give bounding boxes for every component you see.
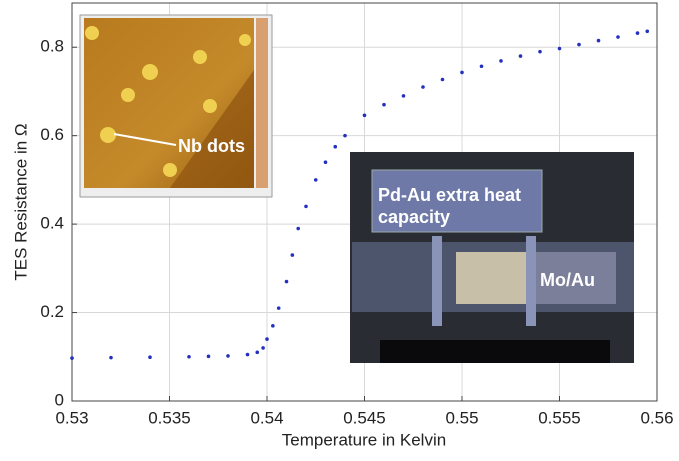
x-axis-label: Temperature in Kelvin: [282, 430, 446, 449]
x-tick-label: 0.535: [148, 408, 191, 427]
data-point: [479, 64, 484, 69]
data-point: [577, 42, 581, 47]
data-point: [70, 356, 74, 360]
data-point: [518, 54, 523, 58]
x-tick-label: 0.53: [55, 408, 88, 427]
data-point: [421, 85, 425, 89]
data-point: [276, 306, 281, 310]
x-tick-label: 0.56: [640, 408, 673, 427]
data-point: [255, 350, 260, 355]
data-point: [245, 352, 250, 357]
plot-frame: [71, 2, 658, 402]
data-point: [362, 113, 367, 118]
data-point: [296, 226, 301, 231]
data-point: [401, 94, 406, 98]
x-tick-label: 0.555: [538, 408, 581, 427]
data-point: [323, 160, 328, 164]
data-point: [440, 77, 445, 82]
data-point: [538, 49, 542, 54]
data-point: [333, 144, 338, 149]
y-tick-label: 0.4: [40, 214, 64, 233]
x-tick-label: 0.54: [250, 408, 283, 427]
y-tick-label: 0: [55, 390, 64, 409]
data-point: [382, 102, 386, 107]
afm-inset: [79, 14, 273, 198]
annotation: Pd-Au extra heat capacity: [378, 185, 522, 227]
device-inset: [350, 152, 634, 363]
data-point: [265, 337, 269, 341]
data-point: [226, 354, 230, 358]
data-point: [261, 346, 265, 350]
data-point: [635, 31, 640, 35]
y-axis-label: TES Resistance in Ω: [11, 123, 30, 280]
data-point: [499, 59, 503, 63]
data-point: [206, 354, 211, 359]
data-point: [313, 178, 318, 182]
data-point: [109, 355, 113, 360]
data-point: [271, 324, 275, 328]
annotation: Mo/Au: [540, 270, 595, 290]
y-tick-label: 0.8: [40, 37, 64, 56]
x-tick-label: 0.55: [445, 408, 478, 427]
data-point: [290, 253, 295, 257]
data-point: [304, 204, 308, 209]
data-point: [616, 35, 620, 39]
annotation: Nb dots: [178, 136, 245, 156]
data-point: [460, 70, 464, 75]
data-point: [284, 279, 289, 284]
y-tick-label: 0.6: [40, 125, 64, 144]
data-point: [343, 133, 347, 138]
data-point: [187, 354, 191, 359]
data-point: [596, 38, 601, 43]
y-tick-label: 0.2: [40, 302, 64, 321]
x-tick-label: 0.545: [343, 408, 386, 427]
data-point: [645, 29, 650, 34]
data-point: [557, 46, 562, 51]
data-point: [148, 355, 152, 360]
